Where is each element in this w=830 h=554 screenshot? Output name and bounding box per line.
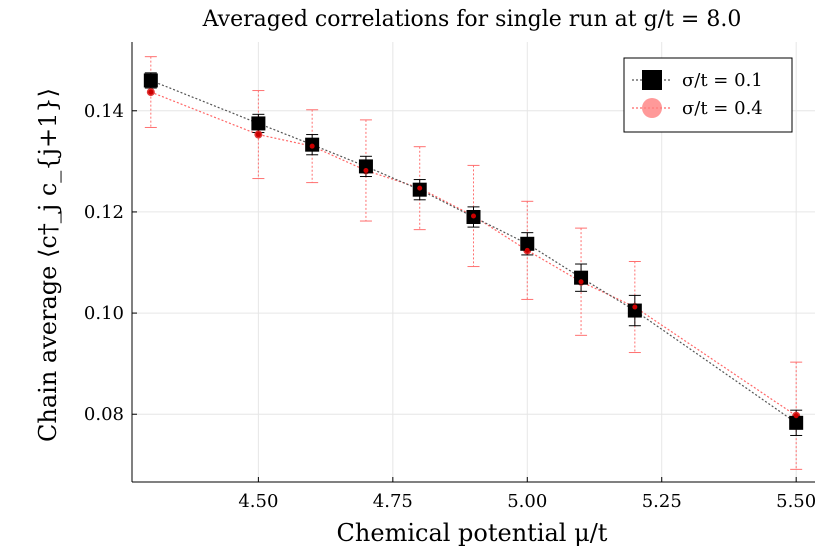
y-tick-label: 0.08 xyxy=(84,404,124,425)
x-tick-label: 4.75 xyxy=(373,491,413,512)
series-line-2 xyxy=(150,91,797,417)
data-point-series-2-center xyxy=(524,247,530,253)
data-point-series-1 xyxy=(358,159,373,174)
data-point-series-1 xyxy=(574,270,589,285)
x-tick-label: 5.00 xyxy=(507,491,547,512)
data-point-series-1 xyxy=(789,415,804,430)
y-tick-label: 0.10 xyxy=(84,303,124,324)
ticks: 4.50 4.75 5.00 5.25 5.50 0.08 0.10 0.12 0.14 xyxy=(84,101,816,512)
data-point-series-2-center xyxy=(255,132,261,138)
legend-marker-series-2 xyxy=(642,98,662,118)
chart-title: Averaged correlations for single run at … xyxy=(202,7,742,32)
axes xyxy=(131,42,815,483)
legend-marker-series-1 xyxy=(642,70,662,90)
x-tick-label: 5.50 xyxy=(776,491,816,512)
y-axis-label: Chain average ⟨c†_j c_{j+1}⟩ xyxy=(34,88,62,442)
legend-label-series-1: σ/t = 0.1 xyxy=(682,70,763,91)
data-point-series-1 xyxy=(627,303,642,318)
data-point-series-2-center xyxy=(148,89,154,95)
y-tick-label: 0.14 xyxy=(84,101,124,122)
y-tick-label: 0.12 xyxy=(84,202,124,223)
data-point-series-2-center xyxy=(417,185,423,191)
data-point-series-2-center xyxy=(632,304,638,310)
series-line-1 xyxy=(150,79,797,424)
data-point-series-2-center xyxy=(793,413,799,419)
data-point-series-1 xyxy=(251,116,266,131)
x-tick-label: 5.25 xyxy=(642,491,682,512)
x-tick-label: 4.50 xyxy=(238,491,278,512)
data-point-series-2-center xyxy=(578,279,584,285)
data-point-series-1 xyxy=(143,73,158,88)
series-lines xyxy=(150,79,797,424)
x-axis-label: Chemical potential μ/t xyxy=(337,519,608,547)
legend-label-series-2: σ/t = 0.4 xyxy=(682,98,763,119)
data-point-series-1 xyxy=(520,236,535,251)
data-point-series-2-center xyxy=(309,143,315,149)
legend: σ/t = 0.1 σ/t = 0.4 xyxy=(623,57,793,133)
markers xyxy=(143,73,804,430)
data-point-series-2-center xyxy=(363,167,369,173)
data-point-series-2-center xyxy=(471,213,476,219)
